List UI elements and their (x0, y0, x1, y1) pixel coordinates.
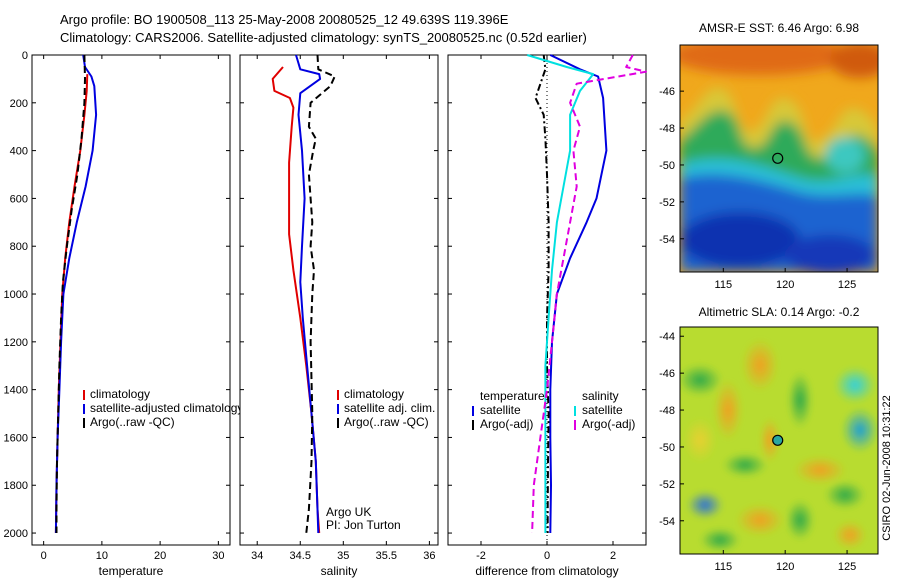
temperature-xtick-label: 10 (96, 550, 108, 562)
map-ytick-label: -54 (659, 234, 675, 246)
float-credit-annotation: Argo UK (326, 505, 371, 519)
map-ytick-label: -44 (659, 331, 675, 343)
temperature-xlabel: temperature (99, 564, 164, 578)
depth-tick-label: 800 (10, 241, 28, 253)
difference-xtick-label: 0 (544, 550, 550, 562)
temperature-axes-frame (31, 54, 231, 546)
sla-map-title: Altimetric SLA: 0.14 Argo: -0.2 (699, 305, 860, 319)
map-ytick-label: -52 (659, 479, 675, 491)
salinity-xtick-label: 36 (423, 550, 435, 562)
map-ytick-label: -54 (659, 516, 675, 528)
map-xtick-label: 120 (776, 279, 794, 291)
sst-argo-location-marker (772, 152, 784, 164)
map-ytick-label: -46 (659, 86, 675, 98)
difference-series-black (534, 54, 550, 533)
salinity-profile-panel: 34 34.5 35 35.5 36 salinity climatologysatelli… (239, 54, 439, 578)
depth-tick-label: 0 (22, 50, 28, 62)
depth-tick-label: 2000 (4, 528, 28, 540)
map-xtick-label: 125 (838, 279, 856, 291)
salinity-legend-entry: Argo(..raw -QC) (344, 415, 429, 429)
salinity-xlabel: salinity (321, 564, 358, 578)
sst-map-title: AMSR-E SST: 6.46 Argo: 6.98 (699, 21, 859, 35)
sla-map-frame (679, 326, 879, 555)
difference-legend-entry: satellite (480, 403, 521, 417)
sst-map-frame (679, 44, 879, 273)
depth-tick-label: 1600 (4, 432, 28, 444)
salinity-xtick-label: 35.5 (376, 550, 397, 562)
creation-stamp: CSIRO 02-Jun-2008 10:31:22 (881, 395, 893, 541)
temperature-xtick-label: 30 (212, 550, 224, 562)
sla-map-axes: 115 120 125 -44 -46 -48 -50 -52 -54 (659, 331, 856, 573)
difference-profile-panel: -2 0 2 difference from climatology temperatu… (447, 54, 647, 578)
temperature-legend-entry: Argo(..raw -QC) (90, 415, 175, 429)
sst-map-axes: 115 120 125 -46 -48 -50 -52 -54 (659, 86, 856, 291)
depth-tick-label: 400 (10, 146, 28, 158)
difference-xtick-label: 2 (610, 550, 616, 562)
map-xtick-label: 115 (715, 279, 733, 291)
sst-map-field (680, 45, 878, 272)
salinity-series-black (305, 54, 336, 534)
salinity-legend-entry: climatology (344, 387, 404, 401)
depth-tick-label: 1400 (4, 385, 28, 397)
depth-tick-label: 1800 (4, 480, 28, 492)
salinity-axes-frame (239, 54, 439, 546)
map-xtick-label: 120 (776, 561, 794, 573)
difference-xtick-label: -2 (476, 550, 486, 562)
float-credit-annotation: PI: Jon Turton (326, 518, 401, 532)
map-ytick-label: -48 (659, 123, 675, 135)
sla-map-field (680, 327, 878, 554)
depth-tick-label: 1200 (4, 337, 28, 349)
map-ytick-label: -46 (659, 368, 675, 380)
figure-title-line2: Climatology: CARS2006. Satellite-adjuste… (60, 30, 587, 45)
difference-legend-entry: Argo(-adj) (582, 417, 635, 431)
salinity-legend-entry: satellite adj. clim. (344, 401, 435, 415)
figure-title-line1: Argo profile: BO 1900508_113 25-May-2008… (60, 12, 509, 27)
temperature-legend-entry: satellite-adjusted climatology (90, 401, 243, 415)
temperature-series-black (55, 54, 86, 533)
difference-series-cyan (526, 54, 595, 533)
sla-map: Altimetric SLA: 0.14 Argo: -0.2 (659, 305, 879, 573)
temperature-xtick-label: 20 (154, 550, 166, 562)
difference-series-magenta (531, 54, 647, 534)
salinity-xtick-label: 34 (251, 550, 263, 562)
difference-legend-entry: satellite (582, 403, 623, 417)
salinity-xtick-label: 34.5 (290, 550, 311, 562)
temperature-profile-panel: 0 10 20 30 0 200 400 600 800 1000 1200 1400 1600 1800… (4, 50, 244, 578)
map-ytick-label: -48 (659, 405, 675, 417)
map-ytick-label: -52 (659, 197, 675, 209)
temperature-legend-entry: climatology (90, 387, 150, 401)
sla-argo-location-marker (772, 434, 784, 446)
map-ytick-label: -50 (659, 442, 675, 454)
depth-tick-label: 1000 (4, 289, 28, 301)
difference-legend-entry: Argo(-adj) (480, 417, 533, 431)
difference-legend-title: temperature (480, 389, 545, 403)
map-xtick-label: 115 (715, 561, 733, 573)
difference-xlabel: difference from climatology (475, 564, 618, 578)
map-ytick-label: -50 (659, 160, 675, 172)
sst-map: AMSR-E SST: 6.46 Argo: 6.98 115 120 125 -46… (659, 21, 879, 291)
salinity-xtick-label: 35 (337, 550, 349, 562)
difference-legend-title: salinity (582, 389, 619, 403)
depth-tick-label: 600 (10, 193, 28, 205)
temperature-xtick-label: 0 (41, 550, 47, 562)
depth-tick-label: 200 (10, 98, 28, 110)
map-xtick-label: 125 (838, 561, 856, 573)
salinity-series-blue (295, 54, 322, 534)
